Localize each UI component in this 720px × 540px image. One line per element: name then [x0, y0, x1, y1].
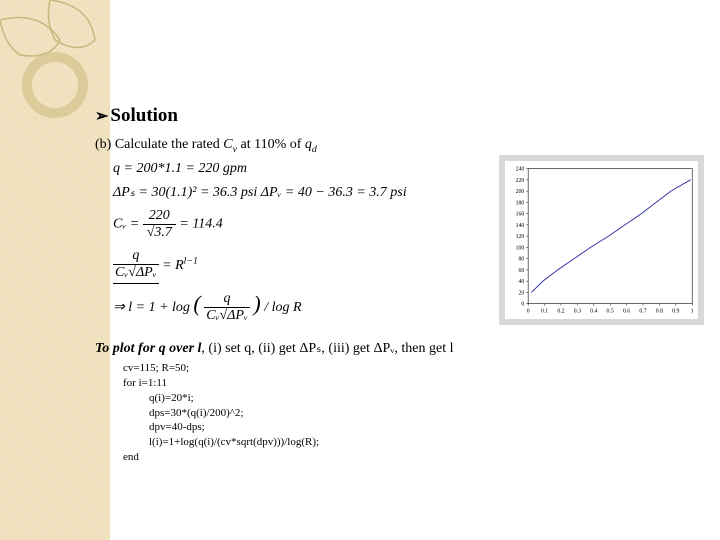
svg-text:0.2: 0.2	[557, 308, 564, 314]
code-line: cv=115; R=50;	[123, 361, 705, 376]
svg-text:140: 140	[516, 223, 525, 229]
svg-text:0.4: 0.4	[590, 308, 597, 314]
chart-container: 0 20 40 60 80 100 120 140 160 180 200 220 240 0 0.1 0.2…	[499, 155, 704, 325]
svg-text:0.1: 0.1	[541, 308, 548, 314]
svg-text:180: 180	[516, 200, 525, 206]
svg-text:20: 20	[519, 290, 525, 296]
part-b-text: (b) Calculate the rated Cv at 110% of qd	[95, 137, 705, 155]
code-line: for i=1:11	[123, 376, 705, 391]
code-line: l(i)=1+log(q(i)/(cv*sqrt(dpv)))/log(R);	[149, 435, 705, 450]
header-title: Solution	[110, 105, 178, 126]
svg-text:220: 220	[516, 178, 525, 184]
code-line: dpv=40-dps;	[149, 420, 705, 435]
code-line: dps=30*(q(i)/200)^2;	[149, 406, 705, 421]
code-line: q(i)=20*i;	[149, 391, 705, 406]
svg-text:200: 200	[516, 189, 525, 195]
svg-text:0.5: 0.5	[607, 308, 614, 314]
svg-text:80: 80	[519, 257, 525, 263]
plot-instruction: To plot for q over l, (i) set q, (ii) ge…	[95, 340, 705, 357]
chart-plot-area: 0 20 40 60 80 100 120 140 160 180 200 220 240 0 0.1 0.2…	[505, 161, 698, 319]
svg-text:0.9: 0.9	[672, 308, 679, 314]
svg-text:120: 120	[516, 234, 525, 240]
svg-text:0.8: 0.8	[656, 308, 663, 314]
svg-text:0.3: 0.3	[574, 308, 581, 314]
svg-text:0: 0	[527, 308, 530, 314]
svg-text:60: 60	[519, 268, 525, 274]
solution-header: ➢Solution	[95, 105, 705, 127]
svg-text:160: 160	[516, 212, 525, 218]
svg-text:40: 40	[519, 279, 525, 285]
bullet-icon: ➢	[95, 108, 108, 125]
svg-text:1: 1	[691, 308, 694, 314]
svg-text:0.7: 0.7	[639, 308, 646, 314]
code-block: cv=115; R=50; for i=1:11 q(i)=20*i; dps=…	[123, 361, 705, 465]
line-chart: 0 20 40 60 80 100 120 140 160 180 200 220 240 0 0.1 0.2…	[505, 161, 698, 319]
svg-text:240: 240	[516, 167, 525, 173]
svg-text:0: 0	[521, 302, 524, 308]
svg-text:100: 100	[516, 245, 525, 251]
svg-text:0.6: 0.6	[623, 308, 630, 314]
code-line: end	[123, 450, 705, 465]
